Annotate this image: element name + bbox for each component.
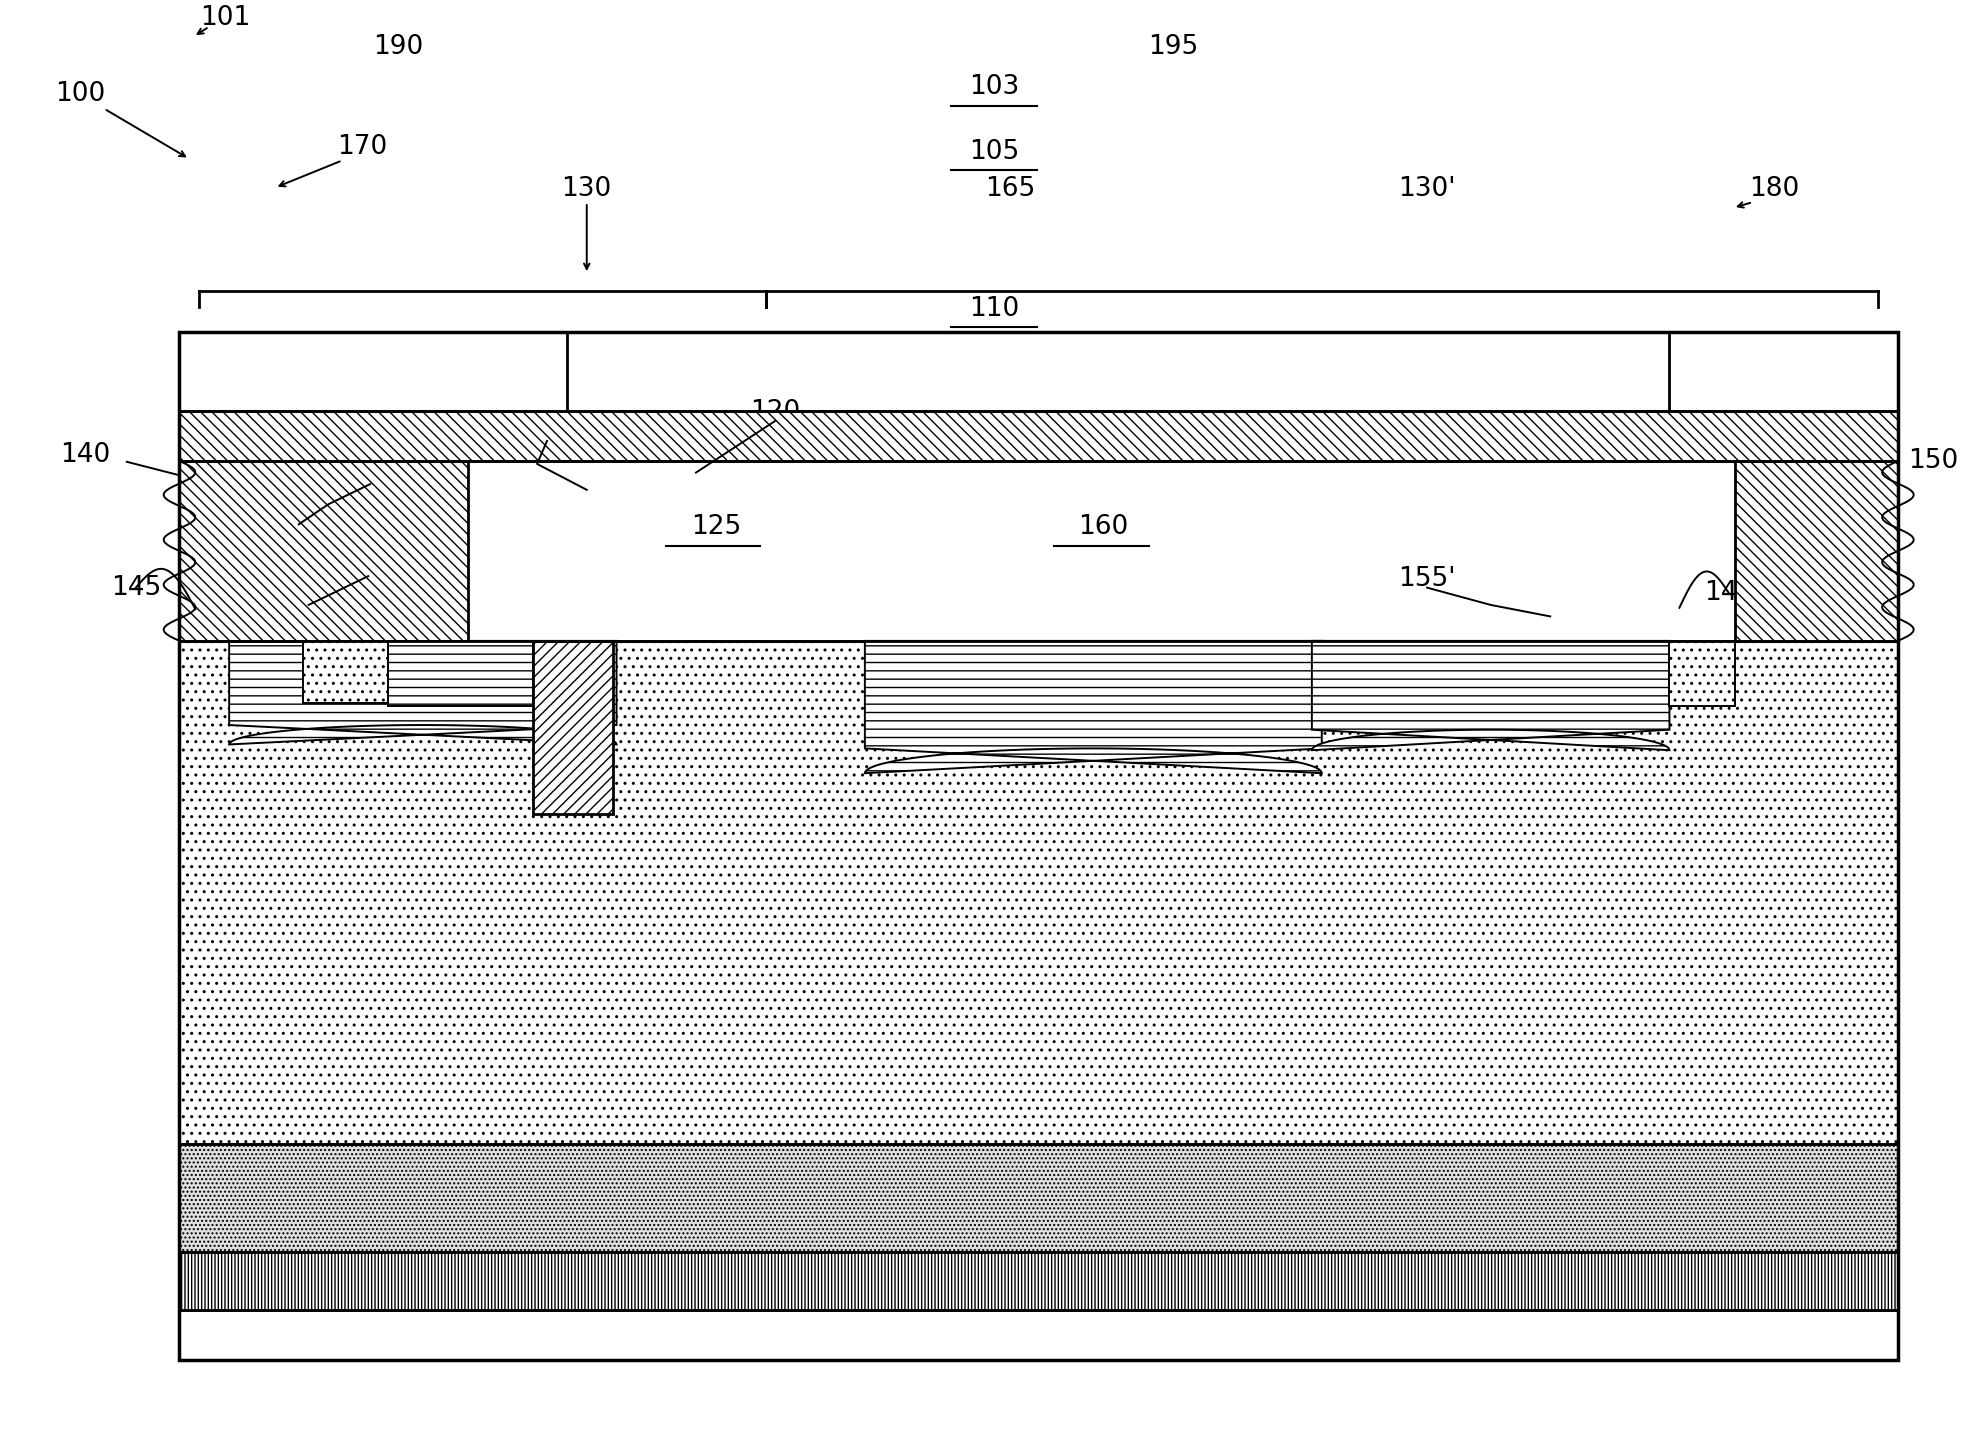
Bar [388,641,533,706]
Text: 165: 165 [984,176,1036,202]
Text: 170: 170 [338,134,388,160]
Text: 103: 103 [968,73,1020,99]
Text: 180: 180 [1749,176,1799,202]
Bar [179,1310,1899,1361]
Text: 125: 125 [533,419,582,445]
Polygon shape [229,641,616,744]
Text: 150: 150 [1908,448,1958,474]
Bar [1670,641,1736,706]
Bar [179,641,1899,1145]
Text: 100: 100 [56,81,105,107]
Polygon shape [1312,641,1670,750]
Text: 130: 130 [563,176,612,202]
Bar [533,641,612,814]
Text: 160: 160 [1077,514,1129,540]
Text: 101: 101 [201,4,250,30]
Text: 140: 140 [60,442,109,468]
Polygon shape [865,641,1322,773]
Bar [179,331,1899,1361]
Bar [179,331,567,410]
Bar [302,641,388,703]
Text: 130': 130' [1398,176,1455,202]
Text: 105: 105 [968,138,1020,164]
Text: 120: 120 [749,399,801,425]
Bar [1670,331,1899,410]
Text: 125: 125 [690,514,742,540]
Text: 195: 195 [1147,33,1199,59]
Bar [179,461,467,641]
Text: 190: 190 [374,33,423,59]
Text: 115: 115 [346,462,396,488]
Text: 155: 155 [344,563,394,589]
Bar [179,410,1899,461]
Text: 145: 145 [1704,580,1753,606]
Bar [1736,461,1899,641]
Bar [179,1253,1899,1310]
Text: 155': 155' [1398,566,1455,592]
Text: 145: 145 [111,575,161,600]
Text: 110: 110 [968,295,1020,321]
Bar [179,1145,1899,1253]
